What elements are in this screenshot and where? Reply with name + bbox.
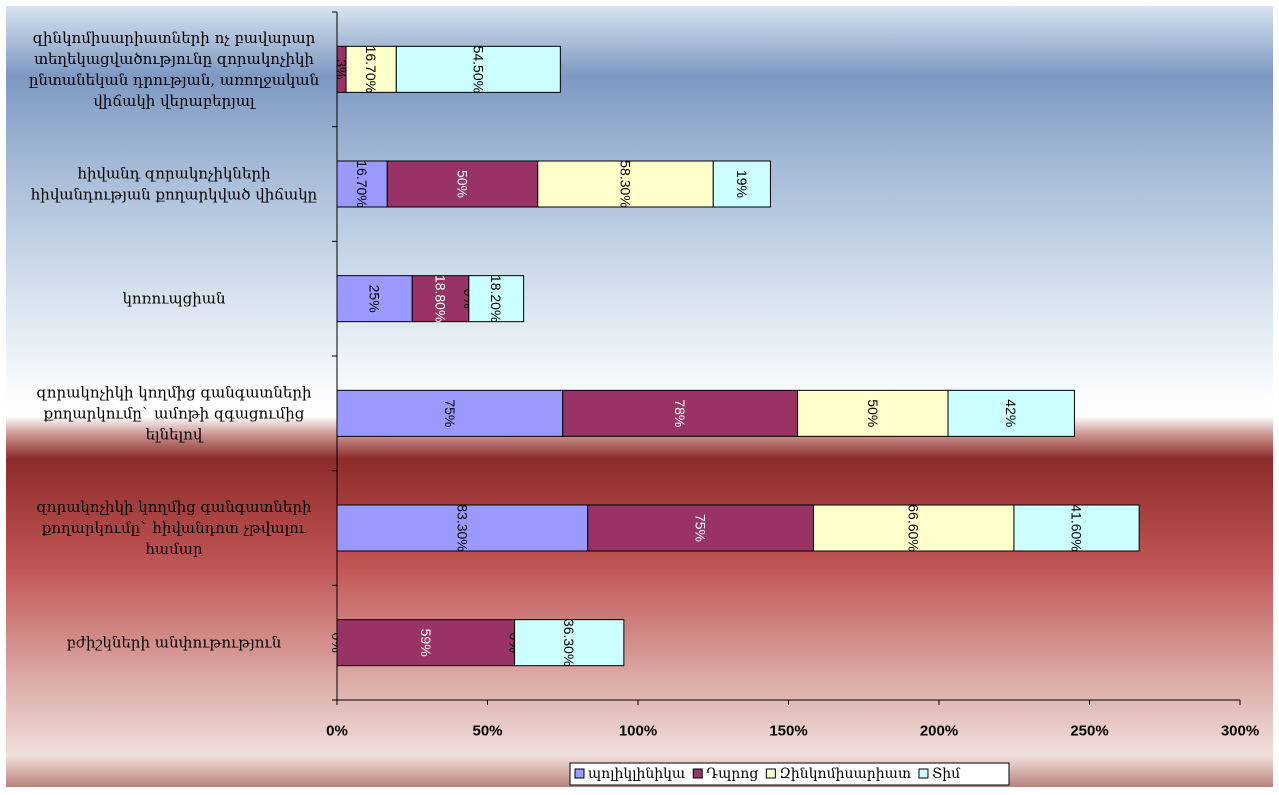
data-label: 50% bbox=[455, 170, 471, 198]
category-label: զորակոչիկի կողմից գանգատների bbox=[36, 498, 311, 516]
legend-swatch bbox=[765, 768, 776, 779]
category-label: քողարկումը` ամոթի զգացումից bbox=[44, 404, 305, 422]
data-label: 50% bbox=[865, 399, 881, 427]
legend-label: Դպրոց bbox=[706, 766, 758, 782]
bar-segment bbox=[336, 275, 413, 323]
bar-segment bbox=[345, 45, 397, 93]
data-label: 83.30% bbox=[454, 504, 470, 551]
x-tick-label: 150% bbox=[769, 723, 807, 740]
category-label: կոռուպցիան bbox=[122, 290, 225, 308]
x-tick-label: 50% bbox=[472, 723, 502, 740]
legend-label: Զինկոմիսարիատ bbox=[779, 766, 911, 782]
data-label: 3% bbox=[334, 59, 350, 79]
data-label: 75% bbox=[693, 514, 709, 542]
data-label: 58.30% bbox=[618, 160, 634, 207]
data-label: 41.60% bbox=[1069, 504, 1085, 551]
bar-segment bbox=[386, 160, 539, 208]
category-label: հիվանդության քողարկված վիճակը bbox=[31, 186, 318, 204]
category-label: զորակոչիկի կողմից գանգատների bbox=[36, 383, 311, 401]
x-tick-label: 250% bbox=[1070, 723, 1108, 740]
bar-segment bbox=[1013, 504, 1140, 552]
category-label: հիվանդ զորակոչիկների bbox=[77, 165, 271, 183]
data-label: 25% bbox=[367, 285, 383, 313]
data-label: 18.80% bbox=[433, 275, 449, 322]
bar-segment bbox=[336, 504, 589, 552]
data-label: 36.30% bbox=[561, 619, 577, 666]
bar-segment bbox=[336, 160, 388, 208]
category-label: համար bbox=[145, 540, 203, 558]
data-label: 16.70% bbox=[354, 160, 370, 207]
bar-segment bbox=[514, 619, 625, 667]
x-tick-label: 0% bbox=[326, 723, 348, 740]
bar-segment bbox=[712, 160, 771, 208]
bar-segment bbox=[537, 160, 714, 208]
bar-segment bbox=[395, 45, 561, 93]
x-tick-label: 200% bbox=[920, 723, 958, 740]
category-label: զինկոմիսարիատների ոչ բավարար bbox=[33, 29, 316, 47]
category-label: ելնելով bbox=[146, 425, 204, 443]
x-tick-label: 100% bbox=[619, 723, 657, 740]
legend bbox=[569, 762, 1010, 786]
bar-segment bbox=[947, 389, 1075, 437]
x-tick-label: 300% bbox=[1221, 723, 1259, 740]
legend-label: Տիմ bbox=[932, 766, 961, 782]
bar-segment bbox=[587, 504, 814, 552]
data-label: 42% bbox=[1003, 399, 1019, 427]
legend-label: պոլիկլինիկա bbox=[588, 766, 685, 782]
category-label: տեղեկացվածությունը զորակոչիկի bbox=[34, 50, 314, 68]
data-label: 18.20% bbox=[488, 275, 504, 322]
data-label: 54.50% bbox=[470, 46, 486, 93]
category-label: վիճակի վերաբերյալ bbox=[93, 92, 256, 110]
data-label: 16.70% bbox=[363, 46, 379, 93]
bar-segment bbox=[797, 389, 949, 437]
bar-segment bbox=[812, 504, 1015, 552]
legend-swatch bbox=[574, 768, 585, 779]
category-label: բժիշկների անփութություն bbox=[67, 634, 282, 652]
legend-swatch bbox=[692, 768, 703, 779]
category-label: քողարկումը` հիվանդոտ չթվալու bbox=[42, 519, 307, 537]
bar-segment bbox=[411, 275, 470, 323]
data-label: 59% bbox=[418, 629, 434, 657]
data-label: 66.60% bbox=[906, 504, 922, 551]
bar-segment bbox=[562, 389, 799, 437]
legend-swatch bbox=[918, 768, 929, 779]
data-label: 75% bbox=[442, 399, 458, 427]
bar-segment bbox=[336, 619, 516, 667]
bar-segment bbox=[468, 275, 525, 323]
plot-area: 3% 16.70% 54.50% զինկոմիսարիատների ոչ բավար… bbox=[29, 11, 1259, 786]
data-label: 78% bbox=[672, 399, 688, 427]
data-label: 19% bbox=[734, 170, 750, 198]
category-label: ընտանեկան դրության, առողջական bbox=[29, 71, 320, 89]
